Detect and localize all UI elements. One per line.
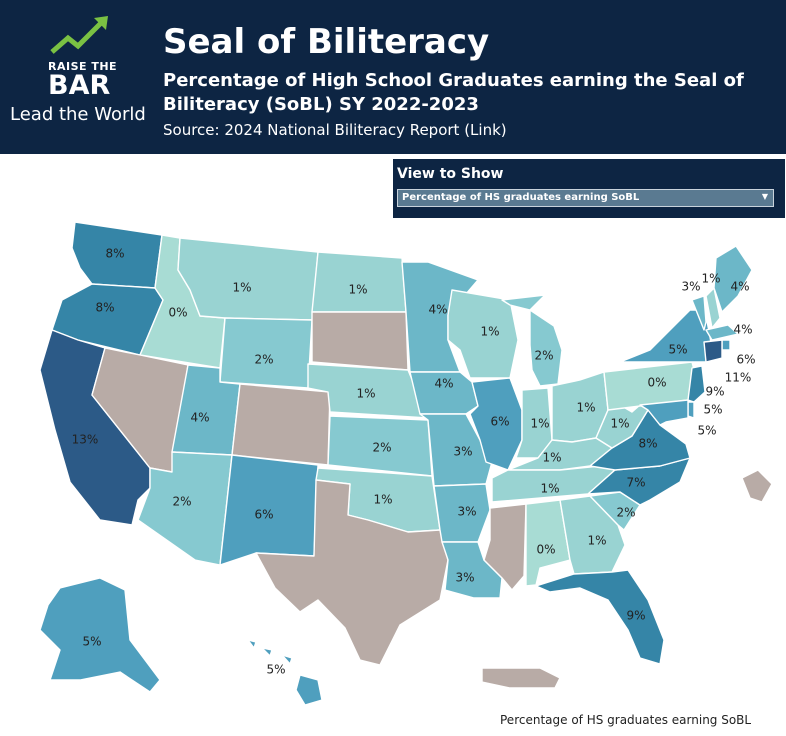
logo-text-top: RAISE THE	[48, 60, 118, 73]
state-ak[interactable]	[39, 577, 161, 693]
map-measure-note: Percentage of HS graduates earning SoBL	[500, 713, 752, 727]
state-wi[interactable]	[447, 289, 519, 379]
state-label-tn: 1%	[540, 482, 559, 496]
state-label-hi: 5%	[266, 663, 285, 677]
state-vt[interactable]	[691, 295, 707, 331]
view-label: View to Show	[397, 166, 504, 182]
logo-text-bar: BAR	[48, 70, 111, 101]
state-label-ma: 4%	[733, 323, 752, 337]
state-label-sc: 2%	[616, 506, 635, 520]
state-de[interactable]	[687, 401, 695, 419]
view-dropdown-value: Percentage of HS graduates earning SoBL	[402, 192, 640, 203]
state-ri[interactable]	[721, 339, 731, 351]
view-selector-panel: View to Show Percentage of HS graduates …	[393, 159, 785, 218]
state-label-ky: 1%	[542, 451, 561, 465]
state-label-ny: 5%	[668, 343, 687, 357]
state-ma[interactable]	[705, 324, 739, 341]
state-sd[interactable]	[311, 311, 409, 371]
state-az[interactable]	[137, 451, 233, 566]
state-ne[interactable]	[307, 363, 429, 419]
state-label-wy: 2%	[254, 353, 273, 367]
state-label-al: 0%	[536, 543, 555, 557]
state-label-mt: 1%	[232, 281, 251, 295]
state-label-me: 4%	[730, 280, 749, 294]
state-label-az: 2%	[172, 495, 191, 509]
us-choropleth-map: 8%8%13%0%1%2%4%2%6%1%1%2%1%4%4%3%3%3%1%6…	[39, 221, 773, 706]
state-label-ar: 3%	[457, 505, 476, 519]
state-il[interactable]	[469, 377, 523, 471]
state-mt[interactable]	[177, 237, 319, 321]
page-subtitle: Percentage of High School Graduates earn…	[163, 70, 744, 115]
state-co[interactable]	[231, 383, 331, 466]
state-ct[interactable]	[703, 339, 723, 363]
state-label-mn: 4%	[428, 303, 447, 317]
state-label-ut: 4%	[190, 411, 209, 425]
state-fl[interactable]	[535, 569, 665, 665]
state-label-ne: 1%	[356, 387, 375, 401]
state-label-ga: 1%	[587, 534, 606, 548]
state-label-mi: 2%	[534, 349, 553, 363]
state-me[interactable]	[713, 245, 753, 313]
state-label-ri: 6%	[736, 353, 755, 367]
state-label-wa: 8%	[105, 247, 124, 261]
state-label-mo: 3%	[453, 445, 472, 459]
state-label-vt: 3%	[681, 280, 700, 294]
source-link[interactable]: Source: 2024 National Biliteracy Report …	[163, 121, 507, 139]
chevron-down-icon: ▼	[761, 192, 768, 201]
state-label-va: 8%	[638, 437, 657, 451]
state-mi[interactable]	[501, 294, 563, 387]
page-title: Seal of Biliteracy	[163, 22, 490, 62]
state-label-id: 0%	[168, 306, 187, 320]
state-label-nm: 6%	[254, 508, 273, 522]
state-label-ca: 13%	[72, 433, 99, 447]
state-label-ak: 5%	[82, 635, 101, 649]
state-md[interactable]	[639, 399, 689, 426]
state-pr[interactable]	[481, 667, 561, 689]
state-label-oh: 1%	[576, 401, 595, 415]
state-label-nc: 7%	[626, 476, 645, 490]
state-hi[interactable]	[247, 639, 323, 706]
state-label-fl: 9%	[626, 609, 645, 623]
state-la[interactable]	[441, 541, 503, 599]
state-label-or: 8%	[95, 301, 114, 315]
raise-the-bar-logo: RAISE THE BAR Lead the World	[10, 16, 150, 126]
state-label-il: 6%	[490, 415, 509, 429]
state-label-wi: 1%	[480, 325, 499, 339]
state-label-wv: 1%	[610, 417, 629, 431]
state-label-ks: 2%	[372, 441, 391, 455]
view-dropdown[interactable]: Percentage of HS graduates earning SoBL …	[397, 189, 774, 207]
state-label-nj: 9%	[705, 385, 724, 399]
state-label-md: 5%	[697, 424, 716, 438]
logo-tagline: Lead the World	[10, 104, 146, 125]
header-banner: RAISE THE BAR Lead the World Seal of Bil…	[0, 0, 786, 154]
state-ny[interactable]	[619, 309, 713, 363]
state-label-de: 5%	[703, 403, 722, 417]
trend-arrow-icon	[50, 16, 108, 54]
state-label-ct: 11%	[725, 371, 752, 385]
state-label-in: 1%	[530, 417, 549, 431]
state-mo[interactable]	[419, 413, 493, 487]
state-label-la: 3%	[455, 571, 474, 585]
state-nj[interactable]	[687, 365, 706, 403]
state-label-ok: 1%	[373, 493, 392, 507]
state-label-pa: 0%	[647, 376, 666, 390]
state-tx[interactable]	[255, 479, 449, 666]
state-nh[interactable]	[705, 287, 721, 329]
state-label-nd: 1%	[348, 283, 367, 297]
state-gu[interactable]	[741, 469, 773, 503]
state-label-nh: 1%	[701, 272, 720, 286]
state-label-ia: 4%	[434, 377, 453, 391]
